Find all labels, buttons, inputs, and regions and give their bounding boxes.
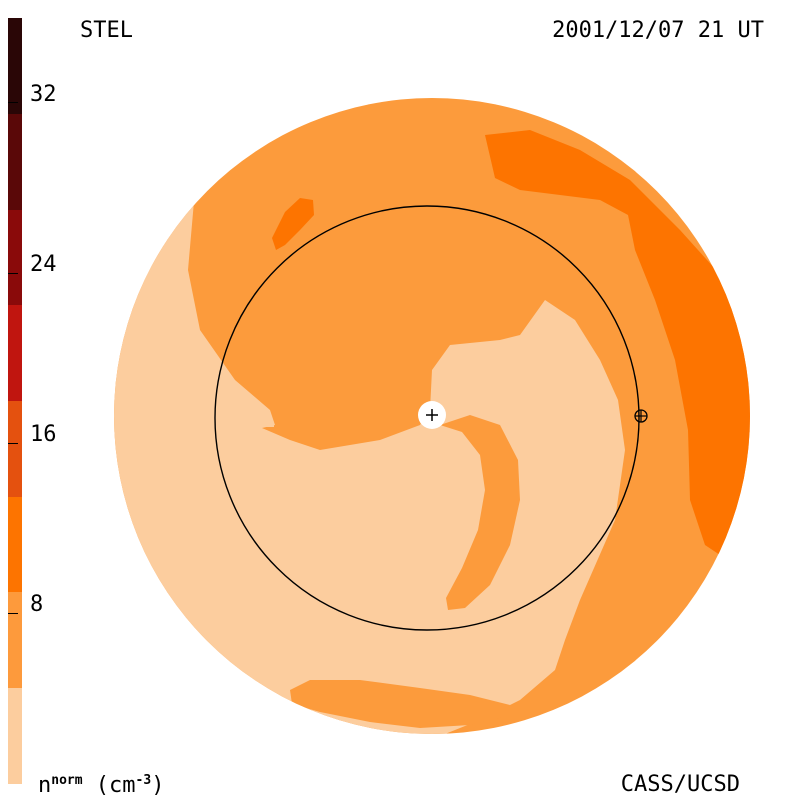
colorbar-unit-label: nnorm (cm-3) <box>38 774 164 797</box>
colorbar-segment <box>8 400 22 497</box>
timestamp-label: 2001/12/07 21 UT <box>552 18 764 43</box>
earth-symbol-icon <box>634 409 648 423</box>
colorbar-tick <box>8 443 18 444</box>
unit-superscript: norm <box>51 773 83 788</box>
colorbar-segment <box>8 591 22 688</box>
colorbar-tick-label: 8 <box>30 592 44 617</box>
unit-paren-open: (cm <box>82 773 136 798</box>
colorbar-segment <box>8 113 22 210</box>
colorbar-tick <box>8 102 18 103</box>
plus-icon <box>418 401 446 429</box>
colorbar-segment <box>8 18 22 115</box>
colorbar-tick <box>8 273 18 274</box>
colorbar-segment <box>8 304 22 401</box>
region-light-south-band <box>290 680 510 728</box>
earth-orbit-circle <box>214 205 640 631</box>
colorbar <box>8 18 22 784</box>
colorbar-segment <box>8 496 22 593</box>
colorbar-segment <box>8 687 22 784</box>
unit-base: n <box>38 773 52 798</box>
region-medium-north-blob <box>272 198 314 250</box>
colorbar-tick-label: 32 <box>30 82 57 107</box>
credit-label: CASS/UCSD <box>620 772 740 797</box>
colorbar-tick-label: 16 <box>30 422 57 447</box>
region-light-inner-arm <box>440 415 520 610</box>
unit-exponent: -3 <box>135 773 152 788</box>
region-lightest-west <box>114 98 625 734</box>
instrument-label: STEL <box>80 18 133 43</box>
unit-paren-close: ) <box>151 773 165 798</box>
region-medium-east-arc <box>485 130 750 555</box>
colorbar-tick <box>8 613 18 614</box>
colorbar-tick-label: 24 <box>30 252 57 277</box>
colorbar-segment <box>8 209 22 306</box>
